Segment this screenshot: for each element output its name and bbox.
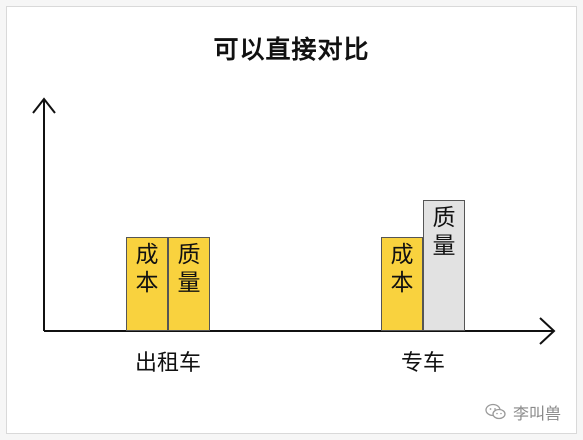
bar-label: 质量 [432,205,456,259]
watermark: 李叫兽 [485,400,561,424]
x-axis-arrow [539,317,556,345]
category-label-premium-car: 专车 [400,351,445,376]
taxi-quality-bar: 质量 [168,237,210,331]
diagram-frame [6,6,577,434]
diagram-title: 可以直接对比 [213,35,370,64]
category-label-taxi: 出租车 [134,351,201,376]
taxi-cost-bar: 成本 [126,237,168,331]
wechat-icon [485,403,506,420]
watermark-text: 李叫兽 [512,404,561,423]
bar-label: 质量 [177,242,201,296]
y-axis-arrow [32,97,56,114]
bar-label: 成本 [135,242,159,296]
bar-label: 成本 [390,242,414,296]
premium-car-quality-bar: 质量 [423,200,465,331]
premium-car-cost-bar: 成本 [381,237,423,331]
